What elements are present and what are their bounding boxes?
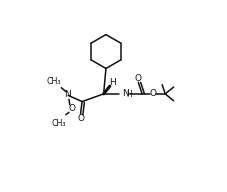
Text: N: N — [64, 90, 71, 99]
Text: CH₃: CH₃ — [52, 119, 66, 128]
Text: O: O — [149, 89, 156, 98]
Text: H: H — [126, 90, 132, 99]
Text: O: O — [78, 114, 85, 123]
Text: O: O — [134, 74, 141, 83]
Text: H: H — [109, 78, 116, 87]
Text: CH₃: CH₃ — [46, 77, 61, 86]
Text: N: N — [122, 89, 128, 98]
Text: O: O — [69, 104, 76, 113]
